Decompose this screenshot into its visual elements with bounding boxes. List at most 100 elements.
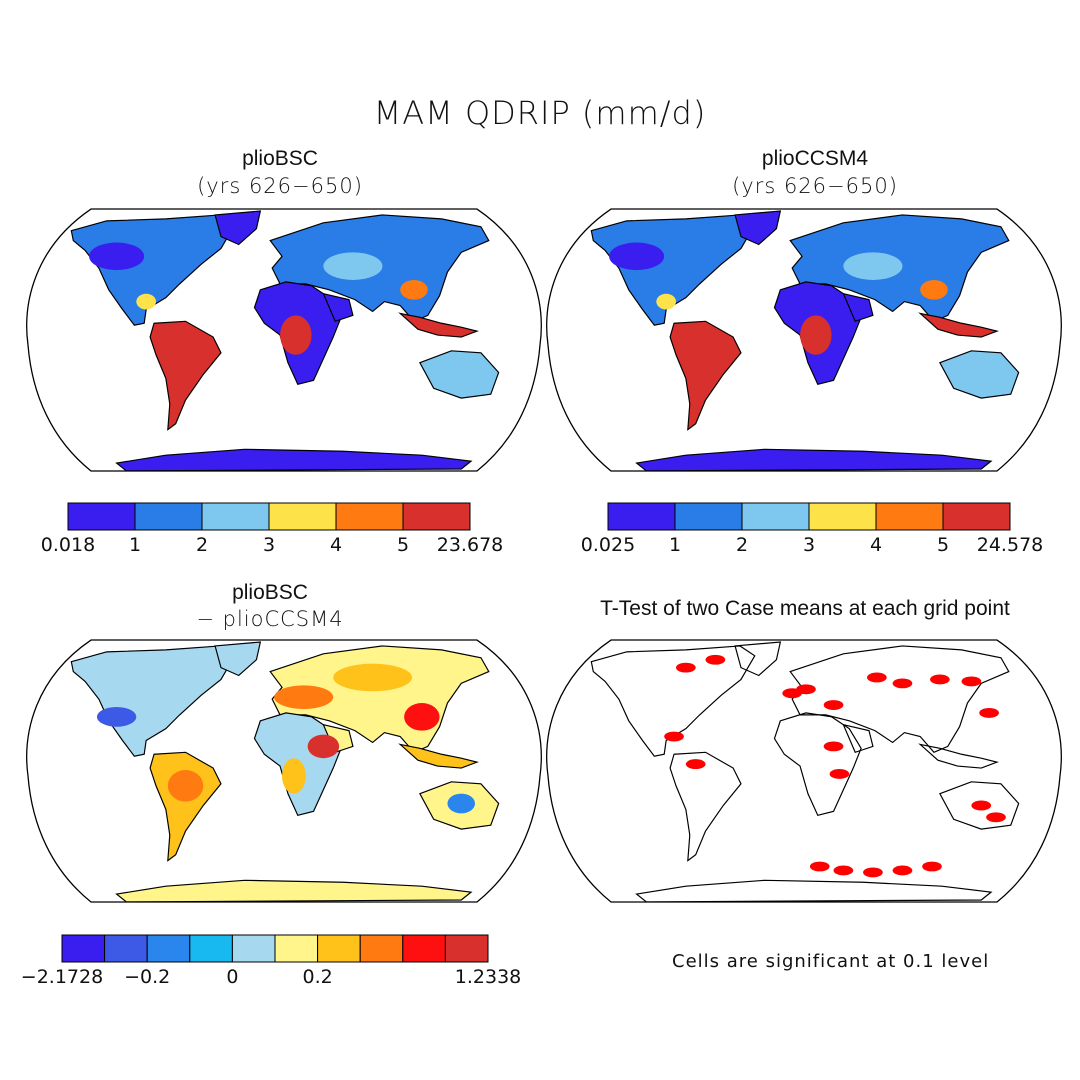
land-arabia <box>842 292 874 323</box>
colorbar-tick-label: 0 <box>226 966 239 988</box>
land-antarctica <box>115 448 473 471</box>
map-outline <box>546 639 1062 903</box>
panel-d-title: T-Test of two Case means at each grid po… <box>600 597 1010 620</box>
colorbar-swatch <box>268 502 337 531</box>
colorbar-panel-a <box>67 502 471 531</box>
colorbar-swatch <box>335 502 404 531</box>
significant-cell <box>796 684 816 695</box>
land-antarctica <box>115 879 473 902</box>
significance-note: Cells are significant at 0.1 level <box>672 951 990 972</box>
panel-c-subtitle: − plioCCSM4 <box>196 607 344 631</box>
land-samerica <box>149 751 222 862</box>
colorbar-swatch <box>134 502 203 531</box>
field-patch <box>282 758 306 794</box>
field-patch <box>167 770 204 802</box>
field-patch <box>920 279 948 300</box>
map-outline <box>546 208 1062 472</box>
colorbar-tick-label: 0.018 <box>40 534 96 556</box>
significant-cell <box>986 812 1006 823</box>
land-namerica <box>70 645 236 757</box>
significant-cell <box>961 676 982 687</box>
colorbar-swatch <box>674 502 743 531</box>
significant-cell <box>867 672 887 683</box>
colorbar-swatch <box>741 502 810 531</box>
colorbar-swatch <box>607 502 676 531</box>
significant-cell <box>809 861 830 872</box>
colorbar-swatch <box>942 502 1011 531</box>
land-australia <box>419 350 500 399</box>
colorbar-tick-label: 4 <box>869 534 883 556</box>
field-patch <box>400 279 428 300</box>
significant-cell <box>892 865 913 876</box>
significant-cell <box>676 662 696 673</box>
significant-cell <box>922 861 942 872</box>
panel-b-subtitle: (yrs 626−650) <box>732 174 898 198</box>
field-patch <box>656 293 676 310</box>
field-patch <box>274 685 334 709</box>
map-outline <box>26 208 542 472</box>
field-patch <box>307 734 340 759</box>
colorbar-tick-label: 2 <box>735 534 749 556</box>
significant-cell <box>833 865 854 876</box>
colorbar-swatch <box>317 934 361 963</box>
field-patch <box>136 293 156 310</box>
colorbar-swatch <box>61 934 106 963</box>
colorbar-tick-label: 0.2 <box>302 966 333 988</box>
significant-cell <box>892 678 913 689</box>
map-panel-c <box>26 639 542 903</box>
panel-c-title: plioBSC <box>232 581 308 604</box>
significant-cell <box>823 741 844 752</box>
land-africa <box>773 712 862 817</box>
colorbar-swatch <box>359 934 404 963</box>
field-patch <box>96 707 137 727</box>
colorbar-swatch <box>189 934 233 963</box>
map-outline <box>26 639 542 903</box>
land-seasia <box>918 312 999 338</box>
land-seasia <box>398 312 479 338</box>
colorbar-tick-label: 24.578 <box>976 534 1044 556</box>
colorbar-tick-label: 4 <box>329 534 343 556</box>
field-patch <box>323 252 383 280</box>
colorbar-tick-label: 0.025 <box>580 534 636 556</box>
colorbar-tick-label: 5 <box>396 534 410 556</box>
land-greenland <box>214 210 262 246</box>
colorbar-swatch <box>67 502 136 531</box>
significant-cell <box>823 700 844 710</box>
map-panel-b <box>546 208 1062 472</box>
colorbar-swatch <box>231 934 276 963</box>
significant-cell <box>930 674 950 685</box>
panel-a-subtitle: (yrs 626−650) <box>197 174 363 198</box>
land-antarctica <box>635 879 993 902</box>
colorbar-swatch <box>875 502 944 531</box>
significant-cell <box>664 731 684 742</box>
panel-b-title: plioCCSM4 <box>761 147 869 170</box>
colorbar-tick-label: 1.2338 <box>454 966 522 988</box>
field-patch <box>800 315 832 355</box>
panel-a-title: plioBSC <box>242 147 318 170</box>
colorbar-tick-label: 1 <box>128 534 142 556</box>
colorbar-panel-b <box>607 502 1011 531</box>
land-greenland <box>734 210 782 246</box>
colorbar-swatch <box>402 934 446 963</box>
field-patch <box>609 242 665 271</box>
colorbar-tick-label: −0.2 <box>124 966 171 988</box>
colorbar-tick-label: −2.1728 <box>20 966 104 988</box>
map-panel-a <box>26 208 542 472</box>
colorbar-swatch <box>444 934 489 963</box>
land-samerica <box>669 751 742 862</box>
colorbar-tick-label: 1 <box>668 534 682 556</box>
land-arabia <box>842 723 874 754</box>
significant-cell <box>685 759 706 770</box>
field-patch <box>156 331 196 359</box>
colorbar-swatch <box>402 502 471 531</box>
colorbar-tick-label: 3 <box>262 534 276 556</box>
significant-cell <box>829 769 850 779</box>
land-australia <box>939 350 1020 399</box>
land-greenland <box>734 641 782 677</box>
land-seasia <box>398 743 479 769</box>
land-antarctica <box>635 448 993 471</box>
colorbar-tick-label: 23.678 <box>436 534 504 556</box>
colorbar-swatch <box>274 934 319 963</box>
significant-cell <box>863 867 883 878</box>
map-panel-d <box>546 639 1062 903</box>
